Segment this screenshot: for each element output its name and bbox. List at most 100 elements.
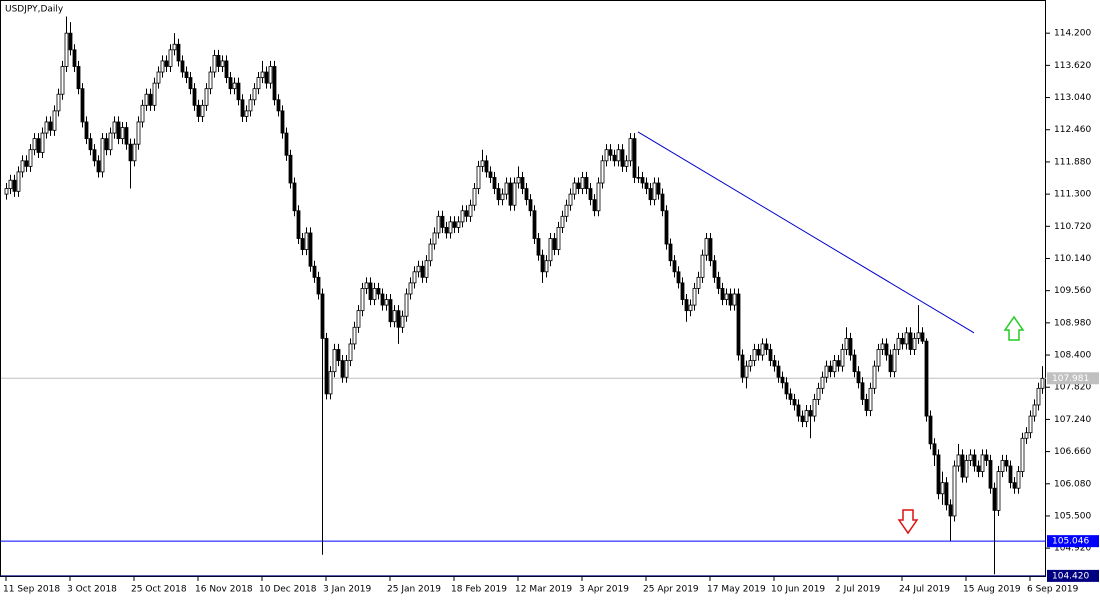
candle-body [956,454,961,467]
candle-body [544,260,549,273]
candle-body [760,343,765,356]
candle-body [128,143,133,162]
candle-body [352,326,357,345]
candle-body [748,360,753,367]
candle-body [636,177,641,179]
y-tick-label: 111.300 [1054,190,1091,200]
candle-body [824,365,829,378]
candle-body [752,349,757,361]
candle-body [592,199,597,212]
candle-body [568,193,573,206]
candle-body [80,88,85,123]
y-tick-label: 109.560 [1054,286,1091,296]
candle-body [668,243,673,262]
candle-body [348,343,353,361]
candle-body [72,49,77,67]
x-tick-label: 3 Apr 2019 [579,585,629,595]
candle-body [940,482,945,495]
candle-body [684,299,689,312]
y-tick-label: 104.920 [1054,544,1091,554]
candle-body [768,349,773,361]
candle-body [32,138,37,151]
candle-body [376,288,381,295]
candle-body [596,182,601,212]
candle-body [124,127,129,145]
candle-body [180,60,185,73]
candle-body [288,154,293,184]
candle-body [388,299,393,323]
candle-body [40,132,45,153]
x-tick-label: 10 Jun 2019 [771,585,825,595]
candle-body [848,337,853,356]
level-label: 104.420 [1052,571,1089,581]
candle-body [268,66,273,84]
candle-body [720,288,725,300]
y-tick-label: 106.080 [1054,479,1091,489]
candle-body [172,43,177,51]
candle-body [920,332,925,342]
y-tick-label: 110.720 [1054,222,1091,232]
candle-body [804,410,809,423]
level-label-box [1047,535,1099,548]
x-tick-label: 25 Apr 2019 [643,585,699,595]
candle-body [208,71,213,90]
candle-body [140,104,145,123]
candle-body [100,138,105,173]
candle-body [104,138,109,151]
candle-body [912,337,917,350]
candle-body [452,221,457,228]
y-tick-label: 108.980 [1054,318,1091,328]
y-tick-label: 108.400 [1054,351,1091,361]
candle-body [744,365,749,378]
candle-body [512,182,517,206]
candle-body [608,149,613,156]
candle-body [632,138,637,178]
y-tick-label: 111.880 [1054,157,1091,167]
candle-body [556,227,561,251]
candle-body [600,160,605,184]
candle-body [844,337,849,350]
candle-body [628,138,633,162]
candle-body [700,254,705,278]
candle-body [792,399,797,406]
candle-body [304,232,309,251]
candle-body [740,354,745,378]
candle-body [960,454,965,478]
candle-body [988,460,993,489]
candle-body [984,454,989,461]
candle-body [884,343,889,356]
candle-body [836,360,841,367]
candle-body [764,343,769,350]
x-tick-label: 17 May 2019 [707,585,766,595]
candle-body [976,465,981,472]
candle-body [572,182,577,195]
candle-body [1000,460,1005,472]
candle-body [364,282,369,289]
candle-body [624,160,629,167]
candle-body [1004,460,1009,467]
candle-body [1040,377,1045,389]
candle-body [84,121,89,140]
candle-body [184,71,189,78]
candle-body [640,177,645,184]
candle-body [996,471,1001,511]
y-tick-label: 107.820 [1054,383,1091,393]
candle-body [1036,387,1041,406]
candle-body [576,182,581,189]
candle-body [532,210,537,239]
candle-body [800,415,805,423]
x-tick-label: 25 Jan 2019 [387,585,441,595]
candle-body [44,121,49,134]
candle-body [280,110,285,134]
candle-body [160,60,165,73]
candle-body [60,66,65,95]
candle-body [148,93,153,106]
candle-body [584,177,589,189]
candle-body [948,504,953,517]
candle-body [336,349,341,361]
candle-body [440,215,445,228]
x-tick-label: 12 Mar 2019 [515,585,572,595]
candle-body [652,182,657,201]
candle-body [64,32,69,67]
candle-body [200,104,205,117]
